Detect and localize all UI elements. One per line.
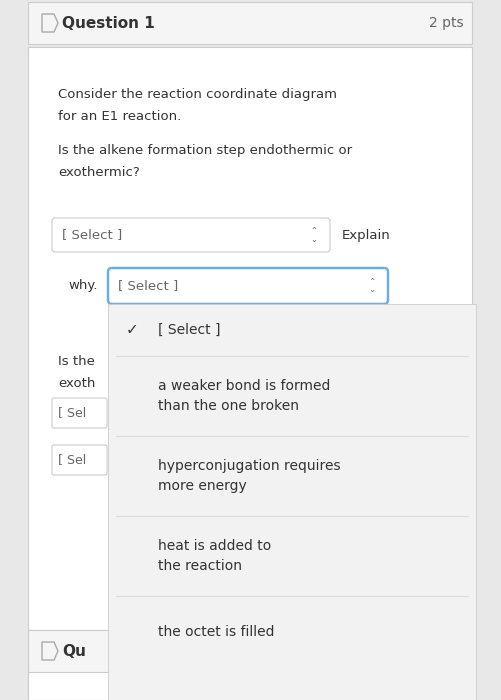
Text: Is the: Is the	[58, 355, 95, 368]
Text: exoth: exoth	[58, 377, 95, 390]
Bar	[28, 672, 472, 700]
Text: for an E1 reaction.: for an E1 reaction.	[58, 110, 181, 123]
Bar	[28, 630, 472, 700]
Text: ⌄: ⌄	[311, 234, 318, 244]
FancyBboxPatch shape	[52, 218, 330, 252]
Text: ⌄: ⌄	[369, 286, 376, 295]
Text: [ Sel: [ Sel	[58, 407, 86, 419]
Text: [ Select ]: [ Select ]	[118, 279, 178, 293]
Bar	[28, 2, 472, 44]
FancyBboxPatch shape	[108, 268, 388, 304]
Polygon shape	[42, 14, 58, 32]
Text: ✓: ✓	[126, 323, 139, 337]
FancyBboxPatch shape	[52, 398, 107, 428]
Text: [ Select ]: [ Select ]	[62, 228, 122, 242]
Text: ⌃: ⌃	[369, 277, 376, 286]
Text: Question 1: Question 1	[62, 15, 155, 31]
FancyBboxPatch shape	[52, 445, 107, 475]
Text: the octet is filled: the octet is filled	[158, 625, 275, 639]
Text: a weaker bond is formed: a weaker bond is formed	[158, 379, 330, 393]
Text: why.: why.	[69, 279, 98, 293]
Text: 2 pts: 2 pts	[429, 16, 464, 30]
Polygon shape	[42, 642, 58, 660]
Text: heat is added to: heat is added to	[158, 539, 271, 553]
Bar	[108, 304, 476, 700]
Text: [ Select ]: [ Select ]	[158, 323, 220, 337]
Text: [ Sel: [ Sel	[58, 454, 86, 466]
Bar	[28, 47, 472, 630]
Text: than the one broken: than the one broken	[158, 399, 299, 413]
Text: Explain: Explain	[342, 228, 391, 242]
Text: hyperconjugation requires: hyperconjugation requires	[158, 459, 341, 473]
Text: more energy: more energy	[158, 479, 247, 493]
Text: Is the alkene formation step endothermic or: Is the alkene formation step endothermic…	[58, 144, 352, 157]
Text: exothermic?: exothermic?	[58, 166, 140, 179]
Text: Qu: Qu	[62, 643, 86, 659]
Text: ⌃: ⌃	[311, 227, 318, 235]
Text: Consider the reaction coordinate diagram: Consider the reaction coordinate diagram	[58, 88, 337, 101]
Text: the reaction: the reaction	[158, 559, 242, 573]
